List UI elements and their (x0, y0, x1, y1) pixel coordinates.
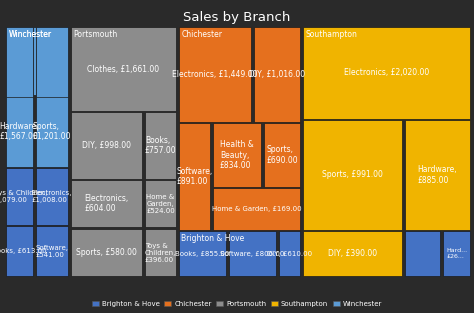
Bar (36, 168, 68, 225)
Text: DIY, £1,016.00: DIY, £1,016.00 (249, 70, 305, 79)
Text: Electronics, £1,449.00: Electronics, £1,449.00 (172, 70, 257, 79)
Bar (229, 231, 276, 276)
Bar (6, 27, 68, 95)
Text: Southampton: Southampton (305, 30, 357, 39)
Text: Toys &
Children,
£396.00: Toys & Children, £396.00 (145, 243, 176, 263)
Text: Brighton & Hove: Brighton & Hove (181, 234, 245, 243)
Bar (36, 97, 68, 167)
Text: Sports, £580.00: Sports, £580.00 (76, 248, 137, 257)
Text: Winchester: Winchester (9, 30, 52, 39)
Bar (254, 27, 301, 122)
Bar (405, 231, 440, 276)
Bar (303, 120, 402, 230)
Text: Books, £613.00: Books, £613.00 (0, 248, 47, 254)
Text: Hard...
£26...: Hard... £26... (446, 249, 467, 259)
Text: Sports,
£1,201.00: Sports, £1,201.00 (32, 122, 71, 141)
Bar (179, 231, 226, 276)
Text: Hardware,
£885.00: Hardware, £885.00 (418, 165, 457, 185)
Bar (36, 27, 68, 167)
Bar (179, 123, 210, 230)
Text: Software,
£891.00: Software, £891.00 (176, 167, 212, 186)
Bar (71, 27, 176, 111)
Text: Books,
£757.00: Books, £757.00 (145, 136, 176, 155)
Text: Winchester: Winchester (9, 30, 52, 39)
Text: Sports, £991.00: Sports, £991.00 (322, 171, 383, 179)
Text: Toys & Children,
£1,079.00: Toys & Children, £1,079.00 (0, 190, 47, 203)
Text: Home & Garden, £169.00: Home & Garden, £169.00 (211, 206, 301, 212)
Text: Chichester: Chichester (181, 30, 222, 39)
Text: Home &
Garden,
£524.00: Home & Garden, £524.00 (146, 194, 175, 214)
Text: Portsmouth: Portsmouth (73, 30, 117, 39)
Text: Health &
Beauty,
£834.00: Health & Beauty, £834.00 (220, 140, 254, 170)
Bar (212, 123, 261, 187)
Bar (303, 27, 470, 119)
Text: DIY, £998.00: DIY, £998.00 (82, 141, 131, 150)
Text: Clothes, £1,661.00: Clothes, £1,661.00 (87, 65, 159, 74)
Bar (71, 180, 143, 228)
Bar (179, 27, 251, 122)
Text: Books, £855.00: Books, £855.00 (175, 251, 230, 257)
Bar (6, 27, 33, 167)
Text: Electronics, £2,020.00: Electronics, £2,020.00 (344, 69, 429, 77)
Bar (36, 226, 68, 276)
Text: DIY, £390.00: DIY, £390.00 (328, 249, 377, 258)
Bar (145, 229, 176, 276)
Bar (6, 168, 33, 225)
Legend: Brighton & Hove, Chichester, Portsmouth, Southampton, Winchester: Brighton & Hove, Chichester, Portsmouth,… (89, 298, 385, 310)
Text: Sports,
£690.00: Sports, £690.00 (266, 145, 298, 165)
Bar (6, 27, 33, 167)
Bar (145, 112, 176, 179)
Bar (6, 97, 33, 167)
Text: Software, £806.00: Software, £806.00 (220, 251, 284, 257)
Bar (303, 231, 402, 276)
Bar (405, 120, 470, 230)
Text: DIY, £610.00: DIY, £610.00 (267, 251, 312, 257)
Bar (6, 226, 33, 276)
Bar (36, 27, 68, 167)
Bar (71, 229, 143, 276)
Bar (279, 231, 301, 276)
Bar (264, 123, 301, 187)
Bar (145, 180, 176, 228)
Bar (212, 188, 301, 230)
Bar (443, 231, 470, 276)
Bar (71, 112, 143, 179)
Text: Electronics,
£1,008.00: Electronics, £1,008.00 (31, 190, 72, 203)
Text: Software,
£541.00: Software, £541.00 (35, 245, 68, 258)
Text: Electronics,
£604.00: Electronics, £604.00 (84, 194, 128, 213)
Text: Hardware,
£1,567.00: Hardware, £1,567.00 (0, 122, 39, 141)
Text: Sales by Branch: Sales by Branch (183, 11, 291, 24)
